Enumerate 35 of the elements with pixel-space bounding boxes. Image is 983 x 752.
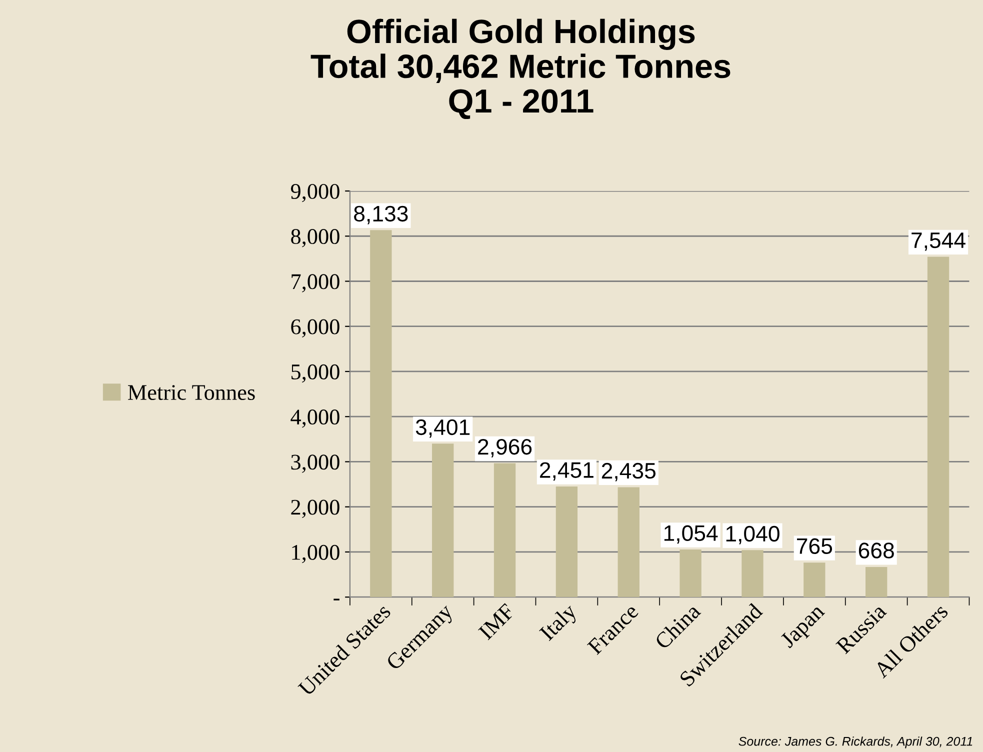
data-label: 2,451 <box>540 462 594 481</box>
bar <box>927 256 950 598</box>
bar <box>742 550 764 598</box>
data-label: 765 <box>797 538 832 554</box>
bar <box>556 486 578 598</box>
y-tick-label: - <box>334 598 340 600</box>
y-tick-label: 9,000 <box>290 184 340 202</box>
x-tick-label: Italy <box>538 602 581 644</box>
bar <box>804 562 826 598</box>
chart-title: Official Gold Holdings Total 30,462 Metric Tonnes Q1 - 2011 <box>310 18 730 120</box>
data-label: 1,040 <box>726 526 780 544</box>
data-label: 668 <box>858 542 894 558</box>
bar <box>370 230 392 598</box>
y-tick-label: 6,000 <box>291 319 340 338</box>
y-tick-label: 5,000 <box>292 364 340 383</box>
y-tick-label: 3,000 <box>291 454 340 473</box>
x-tick-label: IMF <box>478 603 516 640</box>
y-tick-label: 2,000 <box>291 500 340 518</box>
y-tick-label: 7,000 <box>292 274 340 292</box>
data-label: 7,544 <box>912 232 966 251</box>
y-tick-label: 8,000 <box>291 229 340 248</box>
data-label: 2,966 <box>478 438 532 458</box>
bar <box>680 550 702 598</box>
bar <box>618 487 640 598</box>
legend-label: Metric Tonnes <box>128 385 255 400</box>
data-label: 2,435 <box>602 462 656 482</box>
bar <box>432 444 454 598</box>
data-label: 3,401 <box>416 419 470 438</box>
source-note: Source: James G. Rickards, April 30, 2011 <box>738 736 972 748</box>
data-label: 8,133 <box>354 206 408 224</box>
y-tick-label: 1,000 <box>292 544 340 564</box>
data-label: 1,054 <box>664 525 718 544</box>
y-tick-label: 4,000 <box>290 410 340 428</box>
bar <box>494 463 516 598</box>
bar <box>866 566 888 598</box>
